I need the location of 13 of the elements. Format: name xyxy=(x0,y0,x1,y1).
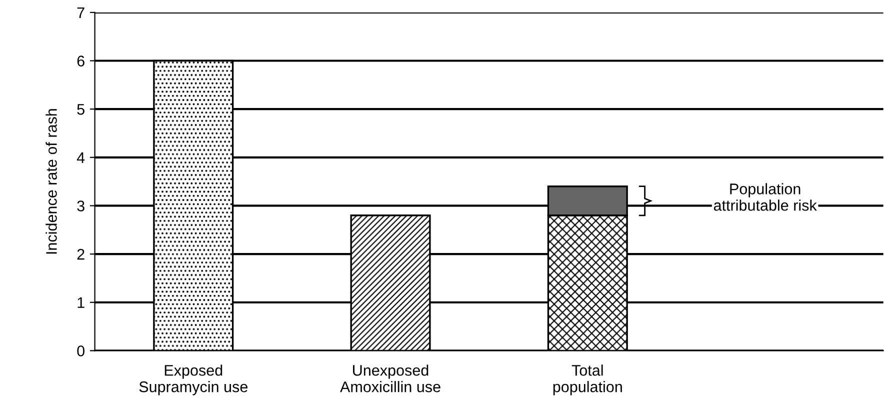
y-tick-label: 2 xyxy=(77,248,84,260)
x-tick-label: Unexposed Amoxicillin use xyxy=(340,364,440,392)
y-tick-label: 7 xyxy=(77,7,84,18)
y-tick-label: 1 xyxy=(78,297,84,308)
y-tick-label: 5 xyxy=(77,104,84,115)
y-tick-label: 6 xyxy=(77,56,84,66)
y-axis-title: Incidence rate of rash xyxy=(46,109,57,254)
x-tick-label: Exposed Supramycin use xyxy=(139,364,248,396)
x-tick-label: Total population xyxy=(553,364,622,396)
y-tick-label: 3 xyxy=(77,200,84,212)
y-tick-label: 4 xyxy=(76,152,85,163)
text: Population attributable risk xyxy=(714,183,817,211)
y-tick-label: 0 xyxy=(77,346,84,356)
